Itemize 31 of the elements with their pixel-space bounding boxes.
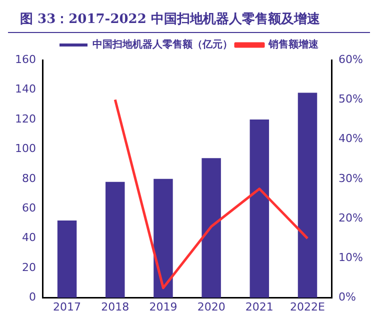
- legend-label: 中国扫地机器人零售额（亿元）: [92, 38, 232, 51]
- y2-tick-label: 20%: [338, 211, 364, 224]
- y-tick-label: 20: [22, 260, 36, 274]
- chart-title: 图 33：2017-2022 中国扫地机器人零售额及增速: [8, 8, 370, 33]
- bar: [57, 220, 77, 298]
- bar: [202, 158, 221, 298]
- bar: [298, 92, 318, 298]
- legend-label: 销售额增速: [268, 38, 320, 51]
- x-tick-label: 2020: [197, 300, 226, 314]
- y2-tick-label: 0%: [338, 290, 356, 304]
- bar: [250, 119, 270, 298]
- y-tick-label: 40: [22, 231, 36, 244]
- y2-tick-label: 30%: [338, 172, 364, 185]
- y-tick-label: 0: [28, 290, 36, 304]
- y-tick-label: 100: [14, 142, 36, 156]
- x-tick-label: 2018: [101, 300, 130, 314]
- y-tick-label: 160: [14, 52, 36, 66]
- x-tick-label: 2017: [53, 300, 82, 314]
- y-tick-label: 80: [22, 172, 36, 185]
- y2-tick-label: 50%: [338, 92, 364, 106]
- x-tick-label: 2019: [149, 300, 178, 314]
- bar: [154, 178, 173, 298]
- y2-tick-label: 40%: [338, 132, 364, 146]
- x-tick-label: 2022E: [290, 300, 326, 314]
- y2-tick-label: 10%: [338, 251, 364, 264]
- x-tick-label: 2021: [245, 300, 274, 314]
- y-tick-label: 140: [14, 82, 36, 96]
- bar: [106, 182, 125, 298]
- y-tick-label: 60: [22, 201, 36, 214]
- y-tick-label: 120: [14, 112, 36, 126]
- y2-tick-label: 60%: [338, 52, 364, 66]
